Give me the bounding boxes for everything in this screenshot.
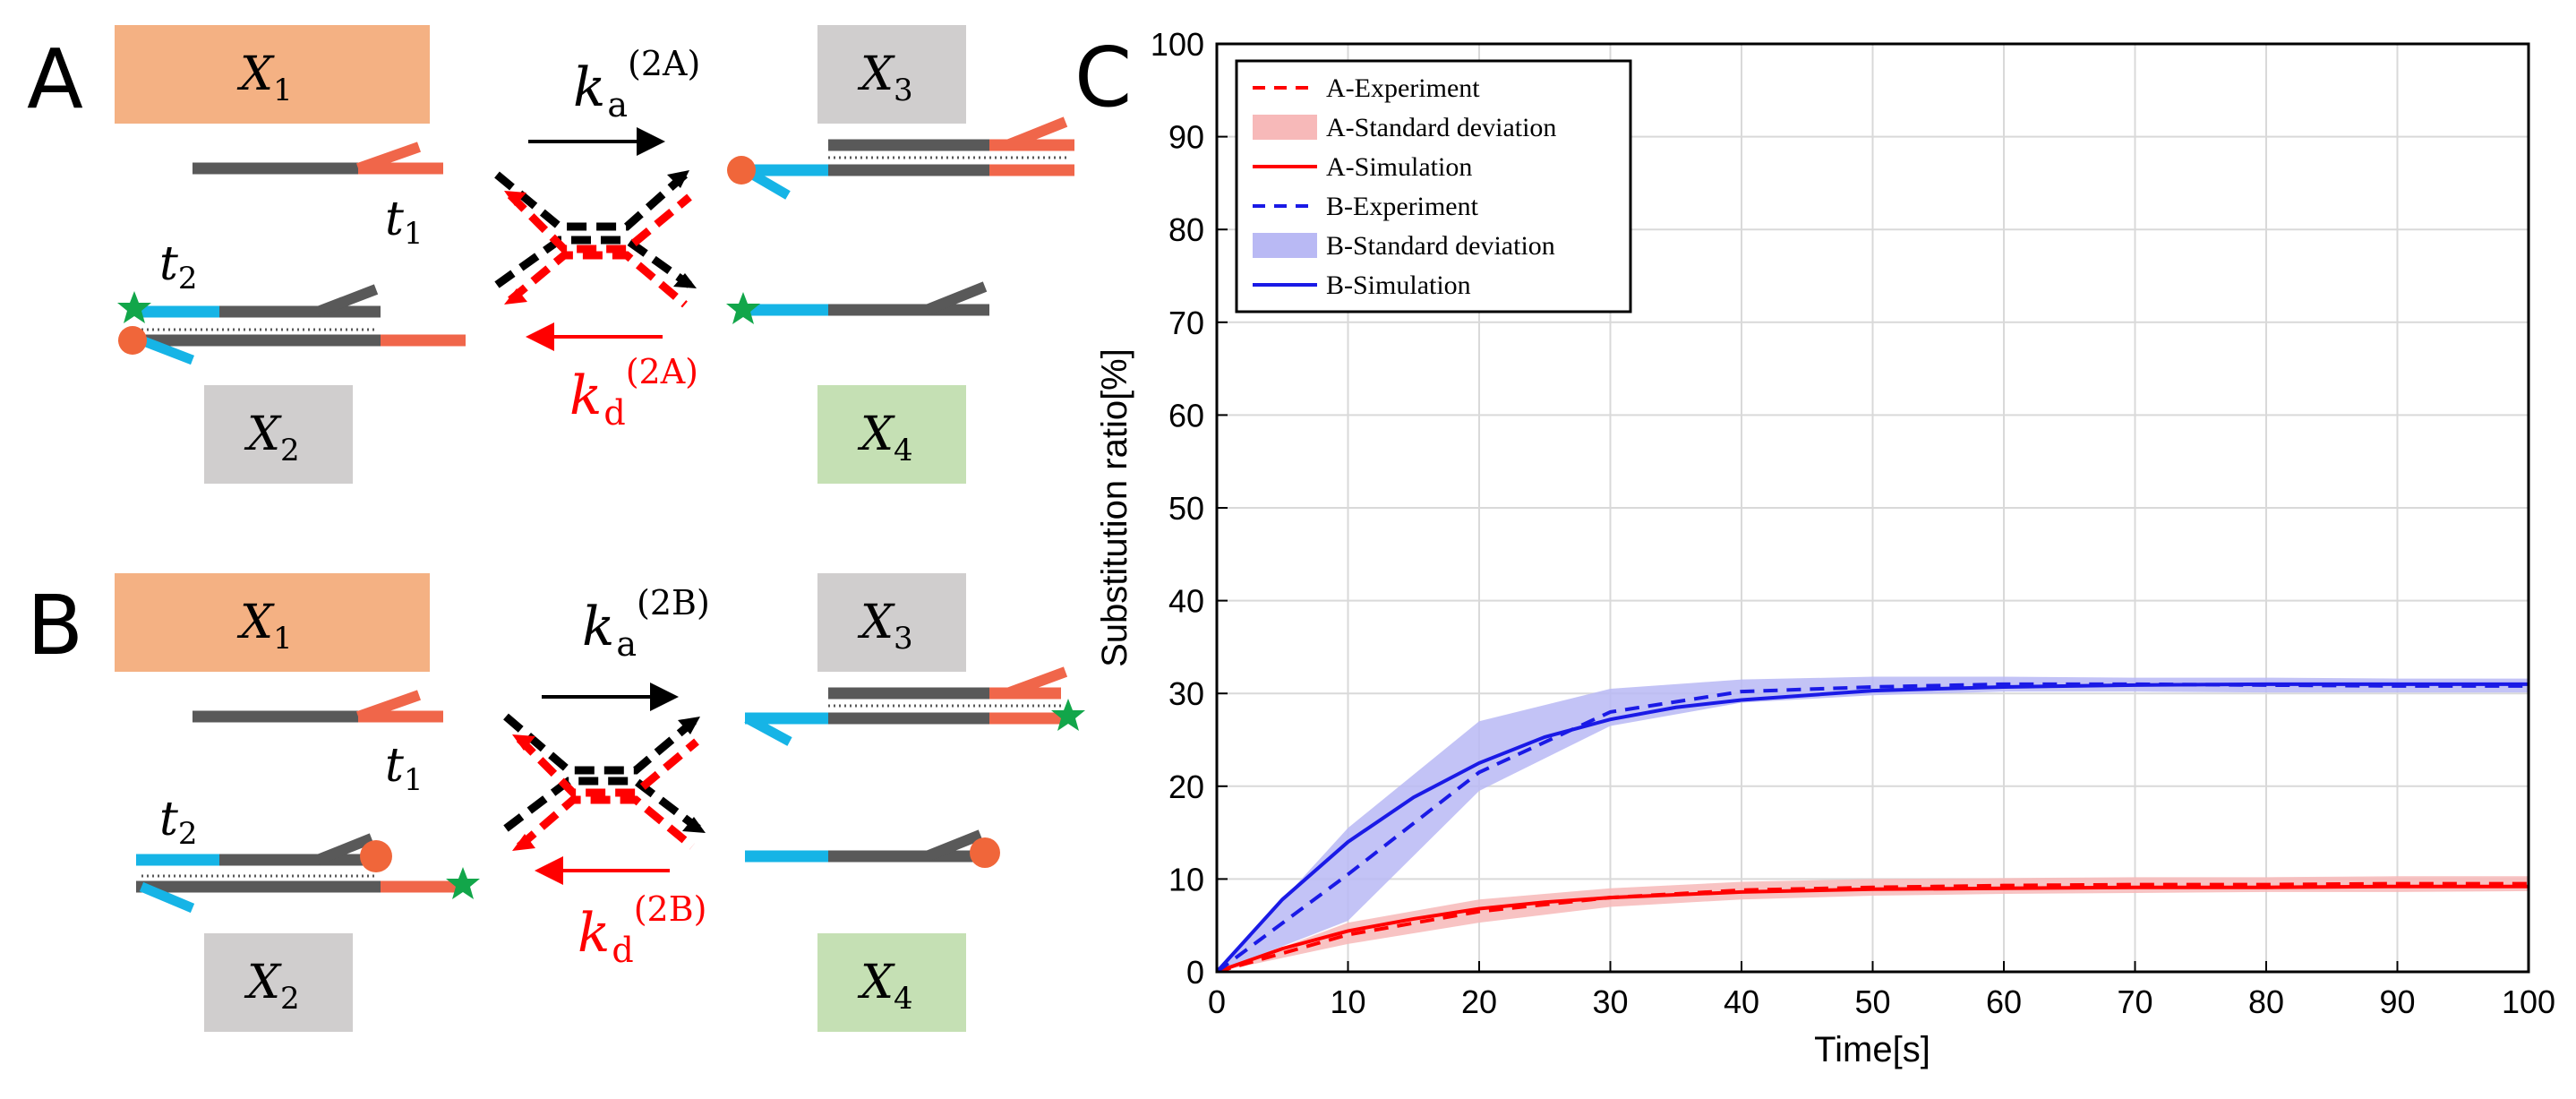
x-tick-label: 80	[2248, 983, 2284, 1020]
quencher-icon	[970, 837, 1000, 868]
x-tick-label: 60	[1986, 983, 2022, 1020]
panel-a-letter: A	[27, 31, 83, 127]
y-tick-label: 40	[1168, 583, 1204, 620]
branch-migration-intermediate	[503, 713, 701, 850]
fluorophore-star-icon	[1051, 699, 1085, 731]
x2-duplex	[136, 833, 480, 914]
branch-migration-intermediate	[494, 171, 692, 308]
panel-c: C 0 10 20 30 40 50 60 70 80 90 100 0 10 20 30 40 50 60 70 8…	[1074, 26, 2555, 1069]
y-tick-label: 60	[1168, 397, 1204, 434]
arrowhead-icon	[682, 817, 706, 833]
arrowhead-icon	[504, 288, 527, 305]
legend-box	[1235, 59, 1632, 313]
experiment-line-red	[1217, 881, 2529, 972]
std-bands	[1217, 676, 2529, 972]
rate-kd-2b: kd(2B)	[578, 889, 706, 970]
x1-box	[115, 573, 430, 672]
x3-duplex	[744, 666, 1085, 746]
t1-label: t1	[385, 739, 424, 798]
x2-label: X2	[244, 408, 300, 468]
quencher-icon	[118, 326, 147, 355]
legend-swatch	[1253, 233, 1317, 258]
legend-swatch	[1253, 115, 1317, 140]
x3-duplex	[727, 116, 1074, 200]
x3-label: X3	[857, 47, 913, 108]
panel-b-letter: B	[27, 578, 83, 674]
quencher-icon	[727, 156, 756, 185]
arrowhead-icon	[678, 717, 700, 734]
rate-kd-2a: kd(2A)	[569, 352, 698, 433]
legend-label: B-Experiment	[1326, 192, 1479, 221]
y-tick-label: 30	[1168, 675, 1204, 712]
x-tick-label: 30	[1592, 983, 1628, 1020]
fluorophore-star-icon	[446, 867, 480, 899]
x-tick-label: 20	[1461, 983, 1497, 1020]
fluorophore-star-icon	[117, 291, 151, 323]
x1-strand	[193, 142, 443, 175]
arrowhead-icon	[667, 170, 689, 188]
std-band-red	[1217, 876, 2529, 972]
arrowhead-icon	[512, 834, 535, 851]
t2-label: t2	[159, 793, 198, 852]
panel-c-letter: C	[1074, 30, 1132, 125]
t2-label: t2	[159, 237, 198, 296]
arrowhead-icon	[673, 273, 697, 288]
quencher-icon	[360, 840, 392, 872]
legend-label: B-Standard deviation	[1326, 231, 1555, 261]
legend-label: A-Simulation	[1326, 152, 1472, 182]
series-lines	[1217, 682, 2529, 972]
legend: A-Experiment A-Standard deviation A-Simula…	[1235, 59, 1632, 313]
y-tick-label: 20	[1168, 768, 1204, 805]
x-tick-label: 70	[2117, 983, 2152, 1020]
y-tick-label: 50	[1168, 490, 1204, 527]
fluorophore-star-icon	[726, 292, 760, 324]
x-tick-label: 40	[1724, 983, 1759, 1020]
x1-box	[115, 25, 430, 124]
x1-strand	[193, 690, 443, 723]
rate-ka-2a: ka(2A)	[573, 44, 700, 124]
legend-label: B-Simulation	[1326, 270, 1471, 300]
x4-label: X4	[857, 408, 913, 468]
arrowhead-icon	[512, 734, 535, 751]
x4-box	[817, 385, 966, 484]
x2-box	[204, 385, 353, 484]
y-tick-label: 80	[1168, 211, 1204, 248]
y-tick-label: 0	[1186, 954, 1204, 991]
axis-ticks: 0 10 20 30 40 50 60 70 80 90 100 0 10 20 30 40 50 60 70 80 9…	[1151, 26, 2555, 1020]
x-tick-label: 10	[1330, 983, 1365, 1020]
y-axis-label: Substitution ratio[%]	[1095, 348, 1134, 667]
x-tick-label: 0	[1208, 983, 1226, 1020]
y-tick-label: 10	[1168, 861, 1204, 897]
x2-box	[204, 933, 353, 1032]
x2-duplex	[117, 284, 466, 365]
x-tick-label: 100	[2502, 983, 2555, 1020]
y-tick-label: 90	[1168, 119, 1204, 156]
x-tick-label: 90	[2379, 983, 2415, 1020]
simulation-line-blue	[1217, 682, 2529, 972]
x4-box	[817, 933, 966, 1032]
x-tick-label: 50	[1854, 983, 1890, 1020]
x4-strand	[745, 829, 1000, 868]
x2-label: X2	[244, 956, 300, 1017]
rate-ka-2b: ka(2B)	[582, 583, 710, 664]
x-axis-label: Time[s]	[1814, 1030, 1930, 1069]
x4-strand	[726, 281, 989, 324]
arrowhead-icon	[504, 191, 526, 206]
panel-a: A X1 X2 X3 X4 t1 t2 k	[27, 25, 1074, 484]
x1-label: X1	[236, 596, 293, 657]
legend-label: A-Experiment	[1326, 73, 1480, 103]
y-tick-label: 70	[1168, 305, 1204, 341]
legend-label: A-Standard deviation	[1326, 113, 1556, 142]
x4-label: X4	[857, 956, 913, 1017]
simulation-line-red	[1217, 884, 2529, 972]
std-band-blue	[1217, 676, 2529, 972]
x1-label: X1	[236, 47, 293, 108]
t1-label: t1	[385, 193, 424, 252]
x3-label: X3	[857, 596, 913, 657]
y-tick-label: 100	[1151, 26, 1204, 63]
x3-box	[817, 25, 966, 124]
panel-b: B X1 X2 X3 X4 t1 t2 ka(2B)	[27, 573, 1085, 1032]
x3-box	[817, 573, 966, 672]
